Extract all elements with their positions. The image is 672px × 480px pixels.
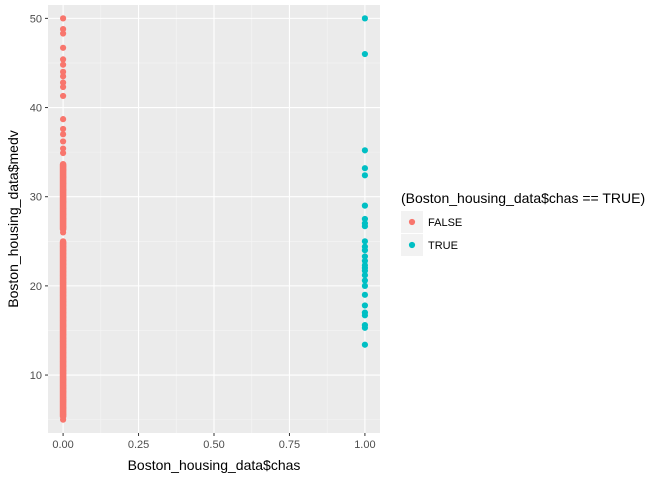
- data-point: [59, 56, 67, 63]
- data-point: [59, 322, 67, 329]
- data-point: [59, 215, 67, 223]
- data-point: [361, 257, 369, 265]
- data-point: [361, 50, 369, 58]
- y-tick-label: 20: [30, 281, 42, 293]
- data-point: [59, 211, 67, 218]
- data-point: [59, 44, 67, 51]
- data-point: [361, 282, 369, 289]
- data-point: [59, 186, 67, 193]
- data-point: [59, 131, 67, 138]
- data-point: [59, 125, 67, 133]
- data-point: [59, 116, 67, 123]
- data-point: [361, 15, 369, 22]
- data-point: [361, 262, 369, 269]
- data-point: [59, 313, 67, 321]
- data-point: [361, 238, 369, 245]
- data-point: [59, 382, 67, 389]
- data-point: [59, 416, 67, 423]
- data-point: [59, 376, 67, 383]
- y-axis-title: Boston_housing_data$medv: [5, 130, 21, 307]
- data-point: [59, 138, 67, 145]
- data-point: [59, 223, 67, 231]
- data-point: [361, 147, 369, 154]
- x-axis-title: Boston_housing_data$chas: [128, 457, 301, 473]
- data-point: [59, 149, 67, 157]
- data-point: [361, 172, 369, 179]
- data-point: [59, 83, 67, 91]
- data-point: [59, 173, 67, 181]
- data-point: [361, 309, 369, 316]
- data-point: [59, 358, 67, 365]
- data-point: [59, 15, 67, 22]
- legend-item-true: TRUE: [401, 234, 458, 256]
- data-point: [59, 180, 67, 187]
- y-tick-label: 10: [30, 370, 42, 382]
- data-point: [59, 363, 67, 370]
- data-point: [361, 341, 369, 348]
- y-tick-label: 50: [30, 13, 42, 25]
- data-point: [59, 238, 67, 245]
- data-point: [361, 253, 369, 260]
- data-point: [361, 277, 369, 284]
- legend-title: (Boston_housing_data$chas == TRUE): [401, 190, 645, 206]
- data-point: [361, 165, 369, 172]
- y-tick-label: 30: [30, 192, 42, 204]
- data-point: [361, 272, 369, 279]
- y-tick-label: 40: [30, 103, 42, 115]
- data-point: [361, 322, 369, 329]
- data-point: [59, 163, 67, 170]
- legend-label: TRUE: [428, 240, 458, 252]
- data-point: [59, 198, 67, 206]
- x-tick-label: 0.00: [52, 439, 73, 451]
- data-point: [59, 354, 67, 361]
- points: [59, 15, 369, 423]
- data-point: [59, 331, 67, 339]
- x-axis: 0.00 0.25 0.50 0.75 1.00: [52, 433, 376, 451]
- data-point: [59, 349, 67, 356]
- data-point: [59, 205, 67, 212]
- series-false: [59, 15, 67, 423]
- data-point: [59, 79, 67, 86]
- x-tick-label: 0.25: [128, 439, 149, 451]
- data-point: [361, 220, 369, 227]
- legend-item-false: FALSE: [401, 211, 462, 233]
- data-point: [361, 243, 369, 250]
- data-point: [59, 367, 67, 374]
- x-tick-label: 0.50: [203, 439, 224, 451]
- data-point: [59, 61, 67, 68]
- data-point: [59, 30, 67, 37]
- data-point: [59, 229, 67, 236]
- legend-marker: [408, 218, 416, 226]
- data-point: [59, 394, 67, 401]
- data-point: [59, 73, 67, 80]
- series-true: [361, 15, 369, 348]
- data-point: [59, 92, 67, 100]
- legend: (Boston_housing_data$chas == TRUE) FALSE…: [401, 190, 645, 256]
- data-point: [361, 202, 369, 209]
- data-point: [59, 404, 67, 412]
- data-point: [59, 68, 67, 75]
- x-tick-label: 1.00: [354, 439, 375, 451]
- data-point: [361, 215, 369, 223]
- data-point: [59, 25, 67, 33]
- data-point: [361, 291, 369, 298]
- x-tick-label: 0.75: [279, 439, 300, 451]
- y-axis: 10 20 30 40 50: [30, 13, 48, 382]
- legend-label: FALSE: [428, 217, 462, 229]
- data-point: [59, 411, 67, 418]
- legend-marker: [408, 241, 416, 249]
- legend-items: FALSE TRUE: [401, 211, 462, 256]
- data-point: [59, 145, 67, 152]
- data-point: [59, 192, 67, 199]
- data-point: [361, 302, 369, 309]
